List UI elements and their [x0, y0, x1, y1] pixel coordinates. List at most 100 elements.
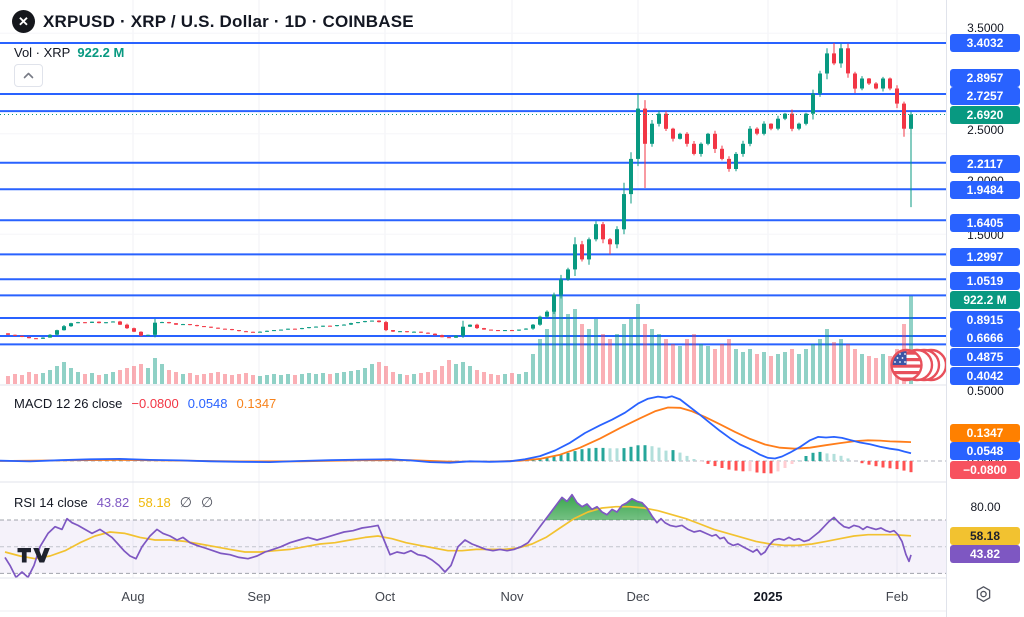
macd-histogram-bar: [552, 455, 556, 461]
price-scale-label: 0.1347: [950, 424, 1020, 442]
macd-histogram-bar: [615, 448, 619, 461]
price-scale[interactable]: 3.50002.50002.00001.50000.50000.000080.0…: [946, 0, 1024, 617]
macd-histogram-bar: [846, 458, 850, 461]
volume-bar: [909, 296, 913, 384]
candle-body: [41, 337, 45, 339]
candle-body: [860, 78, 864, 89]
candle-body: [216, 327, 220, 329]
macd-histogram-bar: [720, 461, 724, 468]
candle-body: [727, 158, 731, 169]
volume-bar: [636, 304, 640, 384]
macd-histogram-bar: [643, 445, 647, 461]
price-scale-label[interactable]: 3.4032: [950, 34, 1020, 52]
volume-bar: [34, 374, 38, 384]
candle-body: [69, 323, 73, 327]
timezone-settings-gear-icon[interactable]: [973, 584, 994, 610]
time-tick-label: Oct: [374, 589, 396, 604]
volume-bar: [440, 366, 444, 384]
volume-bar: [405, 375, 409, 384]
volume-bar: [545, 329, 549, 384]
symbol-title[interactable]: XRPUSD · XRP / U.S. Dollar · 1D · COINBA…: [43, 11, 414, 31]
macd-histogram-bar: [566, 452, 570, 461]
price-scale-label[interactable]: 0.6666: [950, 329, 1020, 347]
volume-bar: [160, 364, 164, 384]
volume-bar: [608, 339, 612, 384]
volume-bar: [454, 364, 458, 384]
volume-bar: [209, 373, 213, 384]
macd-histogram-bar: [783, 461, 787, 468]
price-scale-label[interactable]: 1.6405: [950, 214, 1020, 232]
macd-histogram-bar: [657, 447, 661, 461]
candle-body: [48, 334, 52, 338]
price-scale-label[interactable]: 0.4875: [950, 348, 1020, 366]
volume-bar: [398, 374, 402, 384]
macd-histogram-value: −0.0800: [131, 396, 179, 411]
candle-body: [580, 244, 584, 260]
collapse-panel-button[interactable]: [14, 64, 43, 87]
volume-bar: [293, 375, 297, 384]
candle-body: [461, 326, 465, 336]
price-scale-label[interactable]: 1.2997: [950, 248, 1020, 266]
macd-histogram-bar: [790, 461, 794, 464]
candle-body: [573, 244, 577, 270]
volume-bar: [272, 374, 276, 384]
candle-body: [825, 53, 829, 74]
volume-bar: [314, 374, 318, 384]
rsi-ma-line: [4, 505, 912, 560]
candle-body: [258, 331, 262, 333]
main-chart-canvas[interactable]: [0, 0, 947, 617]
candle-body: [601, 224, 605, 240]
axis-tick-label: 3.5000: [967, 21, 1004, 35]
volume-bar: [874, 358, 878, 384]
volume-bar: [300, 374, 304, 384]
price-scale-label[interactable]: 2.8957: [950, 69, 1020, 87]
candle-body: [545, 311, 549, 317]
candle-body: [293, 328, 297, 330]
price-scale-label[interactable]: 0.4042: [950, 367, 1020, 385]
macd-histogram-bar: [860, 461, 864, 464]
candle-body: [279, 329, 283, 331]
tradingview-logo-icon[interactable]: [17, 547, 51, 569]
price-scale-label[interactable]: 2.2117: [950, 155, 1020, 173]
candle-body: [881, 78, 885, 89]
candle-body: [237, 330, 241, 332]
volume-bar: [846, 344, 850, 384]
rsi-empty-set-icon[interactable]: ∅: [201, 494, 214, 510]
xrp-logo-icon: ✕: [12, 10, 35, 33]
volume-bar: [783, 352, 787, 384]
candle-body: [622, 194, 626, 230]
macd-signal-value: 0.1347: [236, 396, 277, 411]
candle-body: [692, 143, 696, 154]
candle-body: [146, 334, 150, 336]
candle-body: [286, 328, 290, 330]
candle-body: [664, 113, 668, 129]
price-scale-label[interactable]: 0.8915: [950, 311, 1020, 329]
price-scale-label[interactable]: 1.0519: [950, 272, 1020, 290]
price-scale-label[interactable]: 2.7257: [950, 87, 1020, 105]
candle-body: [62, 326, 66, 331]
volume-bar: [20, 375, 24, 384]
candle-body: [482, 328, 486, 330]
candle-body: [412, 331, 416, 333]
rsi-empty-set-icon[interactable]: ∅: [179, 494, 192, 510]
candle-body: [566, 269, 570, 280]
time-tick-label: Nov: [500, 589, 524, 604]
volume-bar: [125, 368, 129, 384]
candle-body: [818, 73, 822, 94]
volume-bar: [881, 354, 885, 384]
macd-histogram-bar: [727, 461, 731, 470]
candle-body: [160, 322, 164, 324]
rsi-ma-value: 58.18: [138, 495, 171, 510]
candle-body: [888, 78, 892, 89]
volume-bar: [195, 375, 199, 384]
candle-body: [300, 328, 304, 330]
volume-bar: [244, 373, 248, 384]
macd-histogram-bar: [706, 461, 710, 464]
macd-histogram-bar: [608, 448, 612, 461]
candle-body: [531, 324, 535, 329]
time-tick-label: Sep: [247, 589, 271, 604]
price-scale-label[interactable]: 1.9484: [950, 181, 1020, 199]
axis-tick-label: 80.00: [970, 500, 1001, 514]
price-scale-label: −0.0800: [950, 461, 1020, 479]
